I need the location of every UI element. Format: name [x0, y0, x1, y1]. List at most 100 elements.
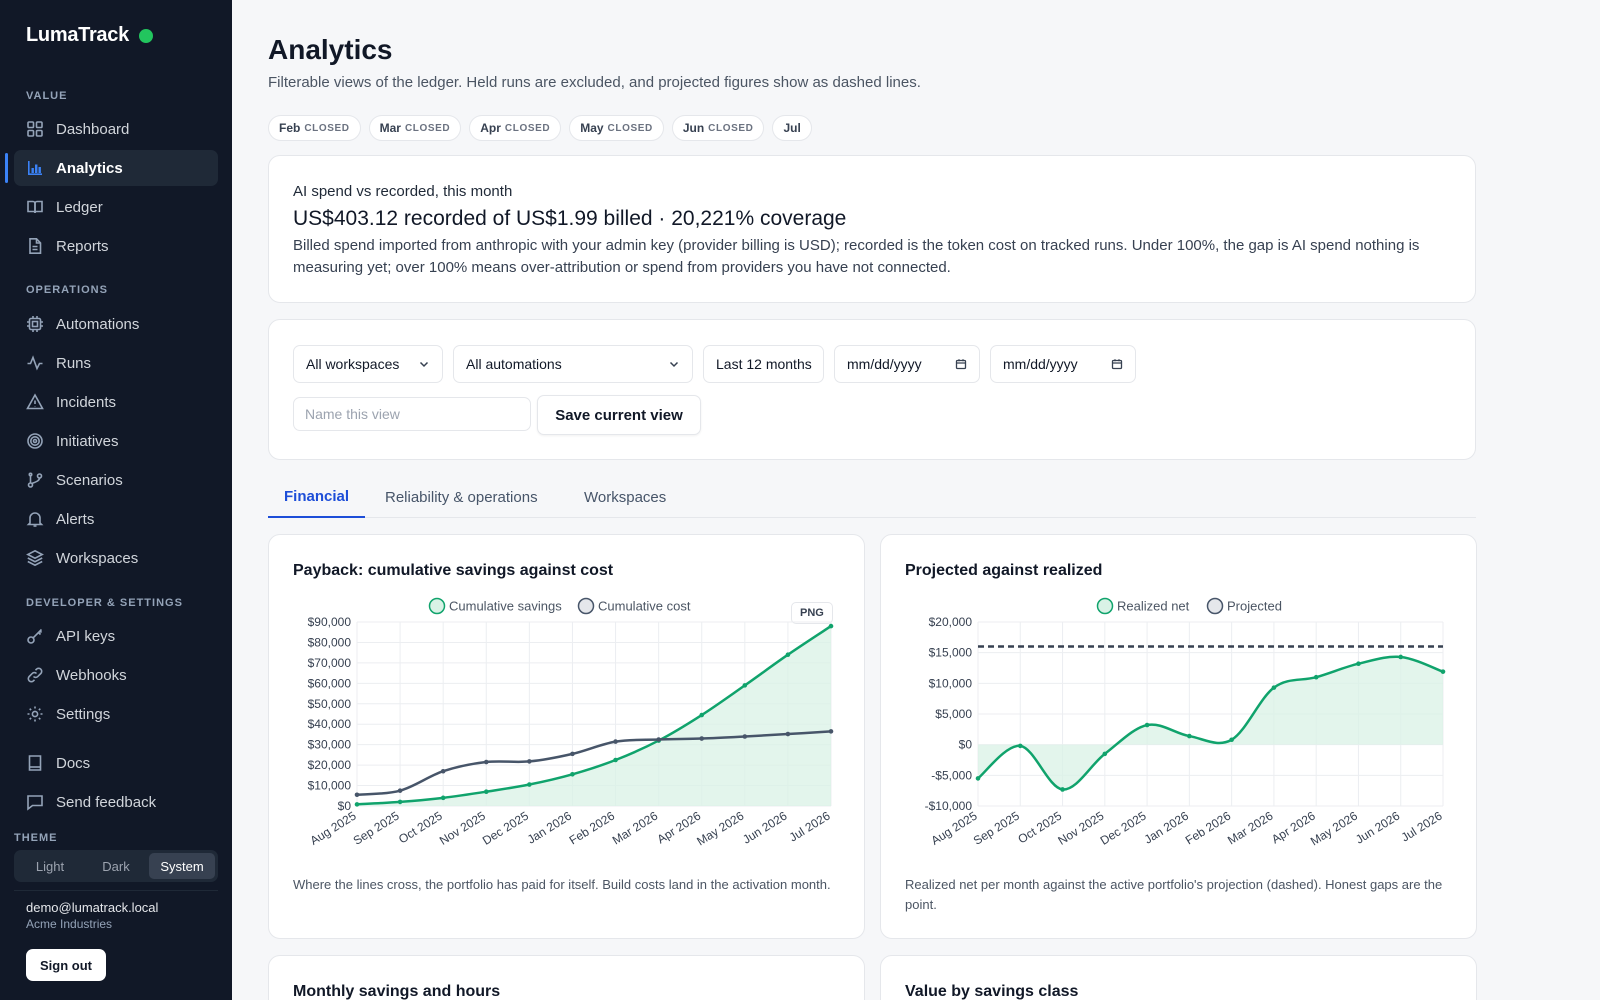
range-select[interactable]: Last 12 months — [703, 345, 824, 383]
sidebar-item-label: Initiatives — [56, 432, 119, 450]
sidebar-item-analytics[interactable]: Analytics — [14, 150, 218, 186]
tab-workspaces[interactable]: Workspaces — [584, 488, 667, 506]
coverage-card: AI spend vs recorded, this month US$403.… — [268, 155, 1476, 303]
data-point — [483, 759, 489, 765]
month-label: May — [580, 121, 604, 135]
data-point — [1144, 722, 1150, 728]
theme-option-dark[interactable]: Dark — [102, 858, 130, 874]
data-point — [785, 652, 791, 658]
message-square-icon — [26, 793, 44, 811]
user-org: Acme Industries — [26, 917, 113, 931]
date-to-input[interactable]: mm/dd/yyyy — [990, 345, 1136, 383]
sidebar-item-label: Dashboard — [56, 120, 130, 138]
warning-triangle-icon — [26, 393, 44, 411]
month-label: Apr — [480, 121, 501, 135]
monthly-savings-card: Monthly savings and hours — [268, 955, 865, 1000]
x-tick-label: Jul 2026 — [787, 809, 833, 845]
sidebar-item-reports[interactable]: Reports — [14, 228, 218, 264]
coverage-label: AI spend vs recorded, this month — [293, 183, 513, 200]
date-to-value: mm/dd/yyyy — [1003, 356, 1078, 372]
sidebar-item-dashboard[interactable]: Dashboard — [14, 111, 218, 147]
month-chip[interactable]: Feb CLOSED — [268, 115, 361, 141]
sign-out-button[interactable]: Sign out — [26, 949, 106, 981]
data-point — [440, 768, 446, 774]
series-line-cumulative-cost — [356, 730, 832, 797]
sidebar-item-initiatives[interactable]: Initiatives — [14, 423, 218, 459]
sidebar-item-api-keys[interactable]: API keys — [14, 618, 218, 654]
coverage-note: Billed spend imported from anthropic wit… — [293, 237, 1420, 276]
active-indicator — [5, 153, 8, 183]
calendar-icon — [1111, 359, 1123, 370]
sidebar-item-label: Ledger — [56, 198, 103, 216]
book-icon — [26, 754, 44, 772]
save-view-button[interactable]: Save current view — [537, 395, 701, 435]
brand[interactable]: LumaTrack — [26, 24, 153, 47]
month-chip[interactable]: Jul — [772, 115, 812, 141]
month-chip[interactable]: Mar CLOSED — [368, 115, 462, 141]
chart-title: Projected against realized — [905, 562, 1103, 579]
month-label: Feb — [279, 121, 301, 135]
x-tick-label: Sep 2025 — [351, 809, 402, 848]
x-tick-label: Jun 2026 — [1353, 809, 1403, 847]
month-chip[interactable]: Apr CLOSED — [469, 115, 562, 141]
sidebar-item-docs[interactable]: Docs — [14, 745, 218, 781]
theme-option-system[interactable]: System — [149, 853, 215, 879]
sidebar-item-incidents[interactable]: Incidents — [14, 384, 218, 420]
sidebar-item-label: Automations — [56, 315, 140, 333]
sidebar-item-label: Incidents — [56, 393, 117, 411]
bell-icon — [26, 510, 44, 528]
activity-icon — [26, 354, 44, 372]
png-export-button[interactable]: PNG — [791, 602, 833, 624]
page-subtitle: Filterable views of the ledger. Held run… — [268, 74, 921, 91]
month-chip[interactable]: May CLOSED — [569, 115, 664, 141]
x-tick-label: Mar 2026 — [610, 809, 661, 848]
month-status: CLOSED — [607, 122, 653, 134]
y-tick-label: -$10,000 — [925, 799, 973, 813]
sidebar-item-webhooks[interactable]: Webhooks — [14, 657, 218, 693]
legend-swatch — [577, 597, 595, 615]
tab-financial[interactable]: Financial — [268, 476, 366, 518]
month-chip[interactable]: Jun CLOSED — [671, 115, 765, 141]
tab-bar: Financial Reliability & operations Works… — [268, 476, 1476, 518]
sidebar-item-label: Analytics — [56, 159, 123, 177]
sidebar-item-settings[interactable]: Settings — [14, 696, 218, 732]
legend-swatch — [1206, 597, 1224, 615]
sidebar-item-workspaces[interactable]: Workspaces — [14, 540, 218, 576]
data-point — [1440, 669, 1446, 674]
data-point — [1102, 751, 1108, 757]
series-area-realized-net — [978, 656, 1443, 790]
legend-swatch — [428, 597, 446, 615]
tab-reliability[interactable]: Reliability & operations — [385, 488, 538, 506]
sidebar-item-automations[interactable]: Automations — [14, 306, 218, 342]
sidebar-item-runs[interactable]: Runs — [14, 345, 218, 381]
range-select-value: Last 12 months — [716, 356, 812, 372]
data-point — [483, 789, 489, 794]
sidebar-item-feedback[interactable]: Send feedback — [14, 784, 218, 820]
automation-select[interactable]: All automations — [453, 345, 693, 383]
workspace-select-value: All workspaces — [306, 356, 400, 372]
book-open-icon — [26, 198, 44, 216]
data-point — [613, 757, 618, 763]
sidebar-item-alerts[interactable]: Alerts — [14, 501, 218, 537]
month-status: CLOSED — [404, 122, 451, 134]
git-branch-icon — [26, 471, 44, 489]
y-tick-label: $0 — [959, 738, 973, 752]
sidebar-item-ledger[interactable]: Ledger — [14, 189, 218, 225]
theme-option-light[interactable]: Light — [35, 858, 65, 874]
workspace-select[interactable]: All workspaces — [293, 345, 443, 383]
status-dot-icon — [138, 28, 153, 43]
sidebar-item-scenarios[interactable]: Scenarios — [14, 462, 218, 498]
coverage-value: US$403.12 recorded of US$1.99 billed · 2… — [293, 207, 847, 230]
legend-label: Realized net — [1117, 599, 1190, 614]
cpu-icon — [26, 315, 44, 333]
y-tick-label: $20,000 — [308, 758, 352, 772]
sidebar-item-label: Alerts — [56, 510, 95, 528]
x-tick-label: Sep 2025 — [971, 809, 1022, 848]
data-point — [1356, 661, 1361, 667]
date-from-input[interactable]: mm/dd/yyyy — [834, 345, 980, 383]
view-name-input[interactable] — [293, 397, 531, 431]
data-point — [1017, 743, 1023, 749]
legend-label: Projected — [1227, 599, 1282, 614]
x-tick-label: May 2026 — [694, 809, 746, 849]
x-tick-label: Aug 2025 — [308, 809, 359, 848]
